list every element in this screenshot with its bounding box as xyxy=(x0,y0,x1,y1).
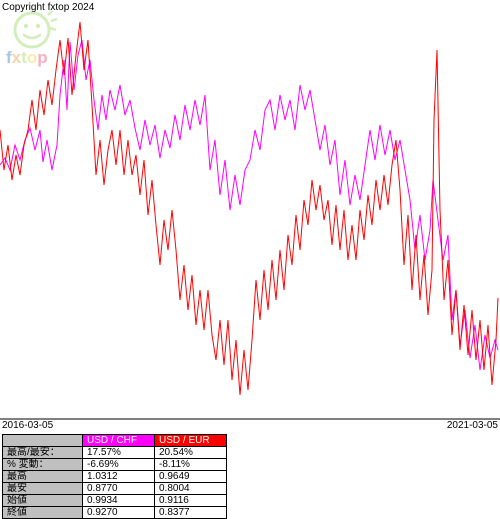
table-row: 始値0.99340.9116 xyxy=(3,495,227,507)
x-axis-end-label: 2021-03-05 xyxy=(447,420,498,431)
table-header-series2: USD / EUR xyxy=(155,435,227,447)
cell: 20.54% xyxy=(155,447,227,459)
cell: 0.8377 xyxy=(155,507,227,519)
table-row: 最高1.03120.9649 xyxy=(3,471,227,483)
table-row: 最高/最安：17.57%20.54% xyxy=(3,447,227,459)
summary-table: USD / CHF USD / EUR 最高/最安：17.57%20.54% %… xyxy=(2,434,227,519)
table-header-row: USD / CHF USD / EUR xyxy=(3,435,227,447)
cell: 0.8770 xyxy=(83,483,155,495)
table-header-empty xyxy=(3,435,83,447)
table-row: % 変動：-6.69%-8.11% xyxy=(3,459,227,471)
cell: 0.9649 xyxy=(155,471,227,483)
row-label: 最高 xyxy=(3,471,83,483)
cell: 17.57% xyxy=(83,447,155,459)
row-label: % 変動： xyxy=(3,459,83,471)
row-label: 始値 xyxy=(3,495,83,507)
row-label: 最高/最安： xyxy=(3,447,83,459)
row-label: 終値 xyxy=(3,507,83,519)
cell: 0.9116 xyxy=(155,495,227,507)
cell: 0.9934 xyxy=(83,495,155,507)
fx-chart xyxy=(0,0,500,420)
cell: -8.11% xyxy=(155,459,227,471)
cell: 0.8004 xyxy=(155,483,227,495)
table-header-series1: USD / CHF xyxy=(83,435,155,447)
table-row: 最安0.87700.8004 xyxy=(3,483,227,495)
table-row: 終値0.92700.8377 xyxy=(3,507,227,519)
x-axis-start-label: 2016-03-05 xyxy=(2,420,53,431)
row-label: 最安 xyxy=(3,483,83,495)
cell: -6.69% xyxy=(83,459,155,471)
cell: 1.0312 xyxy=(83,471,155,483)
cell: 0.9270 xyxy=(83,507,155,519)
